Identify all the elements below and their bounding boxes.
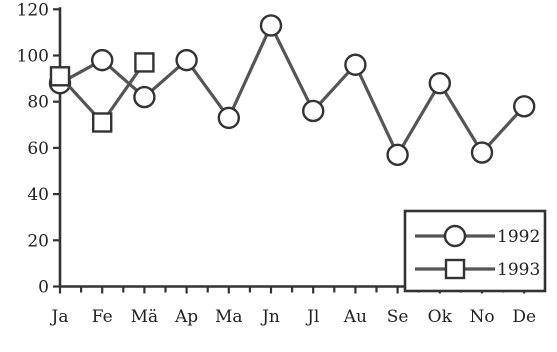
data-point-1992 (428, 72, 451, 95)
y-tick-label: 80 (27, 93, 49, 113)
y-tick-label: 100 (17, 47, 49, 67)
legend-marker-1993 (444, 258, 466, 280)
x-tick-label: Jn (260, 307, 280, 327)
data-point-1993 (49, 66, 71, 87)
y-tick-label: 120 (17, 0, 49, 20)
y-tick-label: 0 (38, 278, 49, 298)
y-tick-label: 20 (27, 231, 49, 251)
x-tick-label: Ja (50, 307, 69, 327)
legend-label-1993: 1993 (497, 260, 540, 280)
x-tick-label: Ma (215, 307, 243, 327)
data-point-1992 (470, 141, 494, 164)
x-tick-label: Jl (305, 307, 319, 327)
x-tick-label: Au (343, 307, 367, 327)
x-tick-label: Ap (174, 307, 198, 327)
y-tick-label: 40 (27, 185, 49, 205)
chart-series (48, 14, 536, 167)
x-tick-label: Fe (92, 307, 113, 327)
legend-box (403, 209, 547, 293)
data-point-1992 (217, 106, 241, 130)
legend-marker-1992 (443, 224, 467, 248)
data-point-1992 (344, 53, 367, 76)
legend-label-1992: 1992 (497, 227, 540, 247)
x-tick-label: De (512, 307, 536, 327)
data-point-1993 (91, 112, 113, 133)
series-line-1992 (59, 21, 526, 159)
data-point-1992 (175, 48, 198, 72)
chart-legend: 1992 1993 (403, 209, 547, 293)
x-tick-label: No (469, 307, 494, 327)
data-point-1992 (513, 95, 536, 118)
x-tick-label: Se (387, 307, 409, 327)
data-point-1992 (90, 48, 114, 72)
y-tick-label: 60 (27, 139, 49, 159)
chart-axes: 0 20 40 60 80 100 120 Ja Fe Mä Ap Ma Jn Jl Au Se Ok No De (17, 0, 541, 327)
x-tick-label: Ok (428, 307, 453, 327)
data-point-1993 (134, 52, 155, 73)
data-point-1992 (259, 14, 283, 37)
x-tick-label: Mä (131, 307, 159, 327)
data-point-1992 (133, 85, 156, 109)
data-point-1992 (302, 99, 325, 123)
data-point-1992 (386, 143, 409, 167)
